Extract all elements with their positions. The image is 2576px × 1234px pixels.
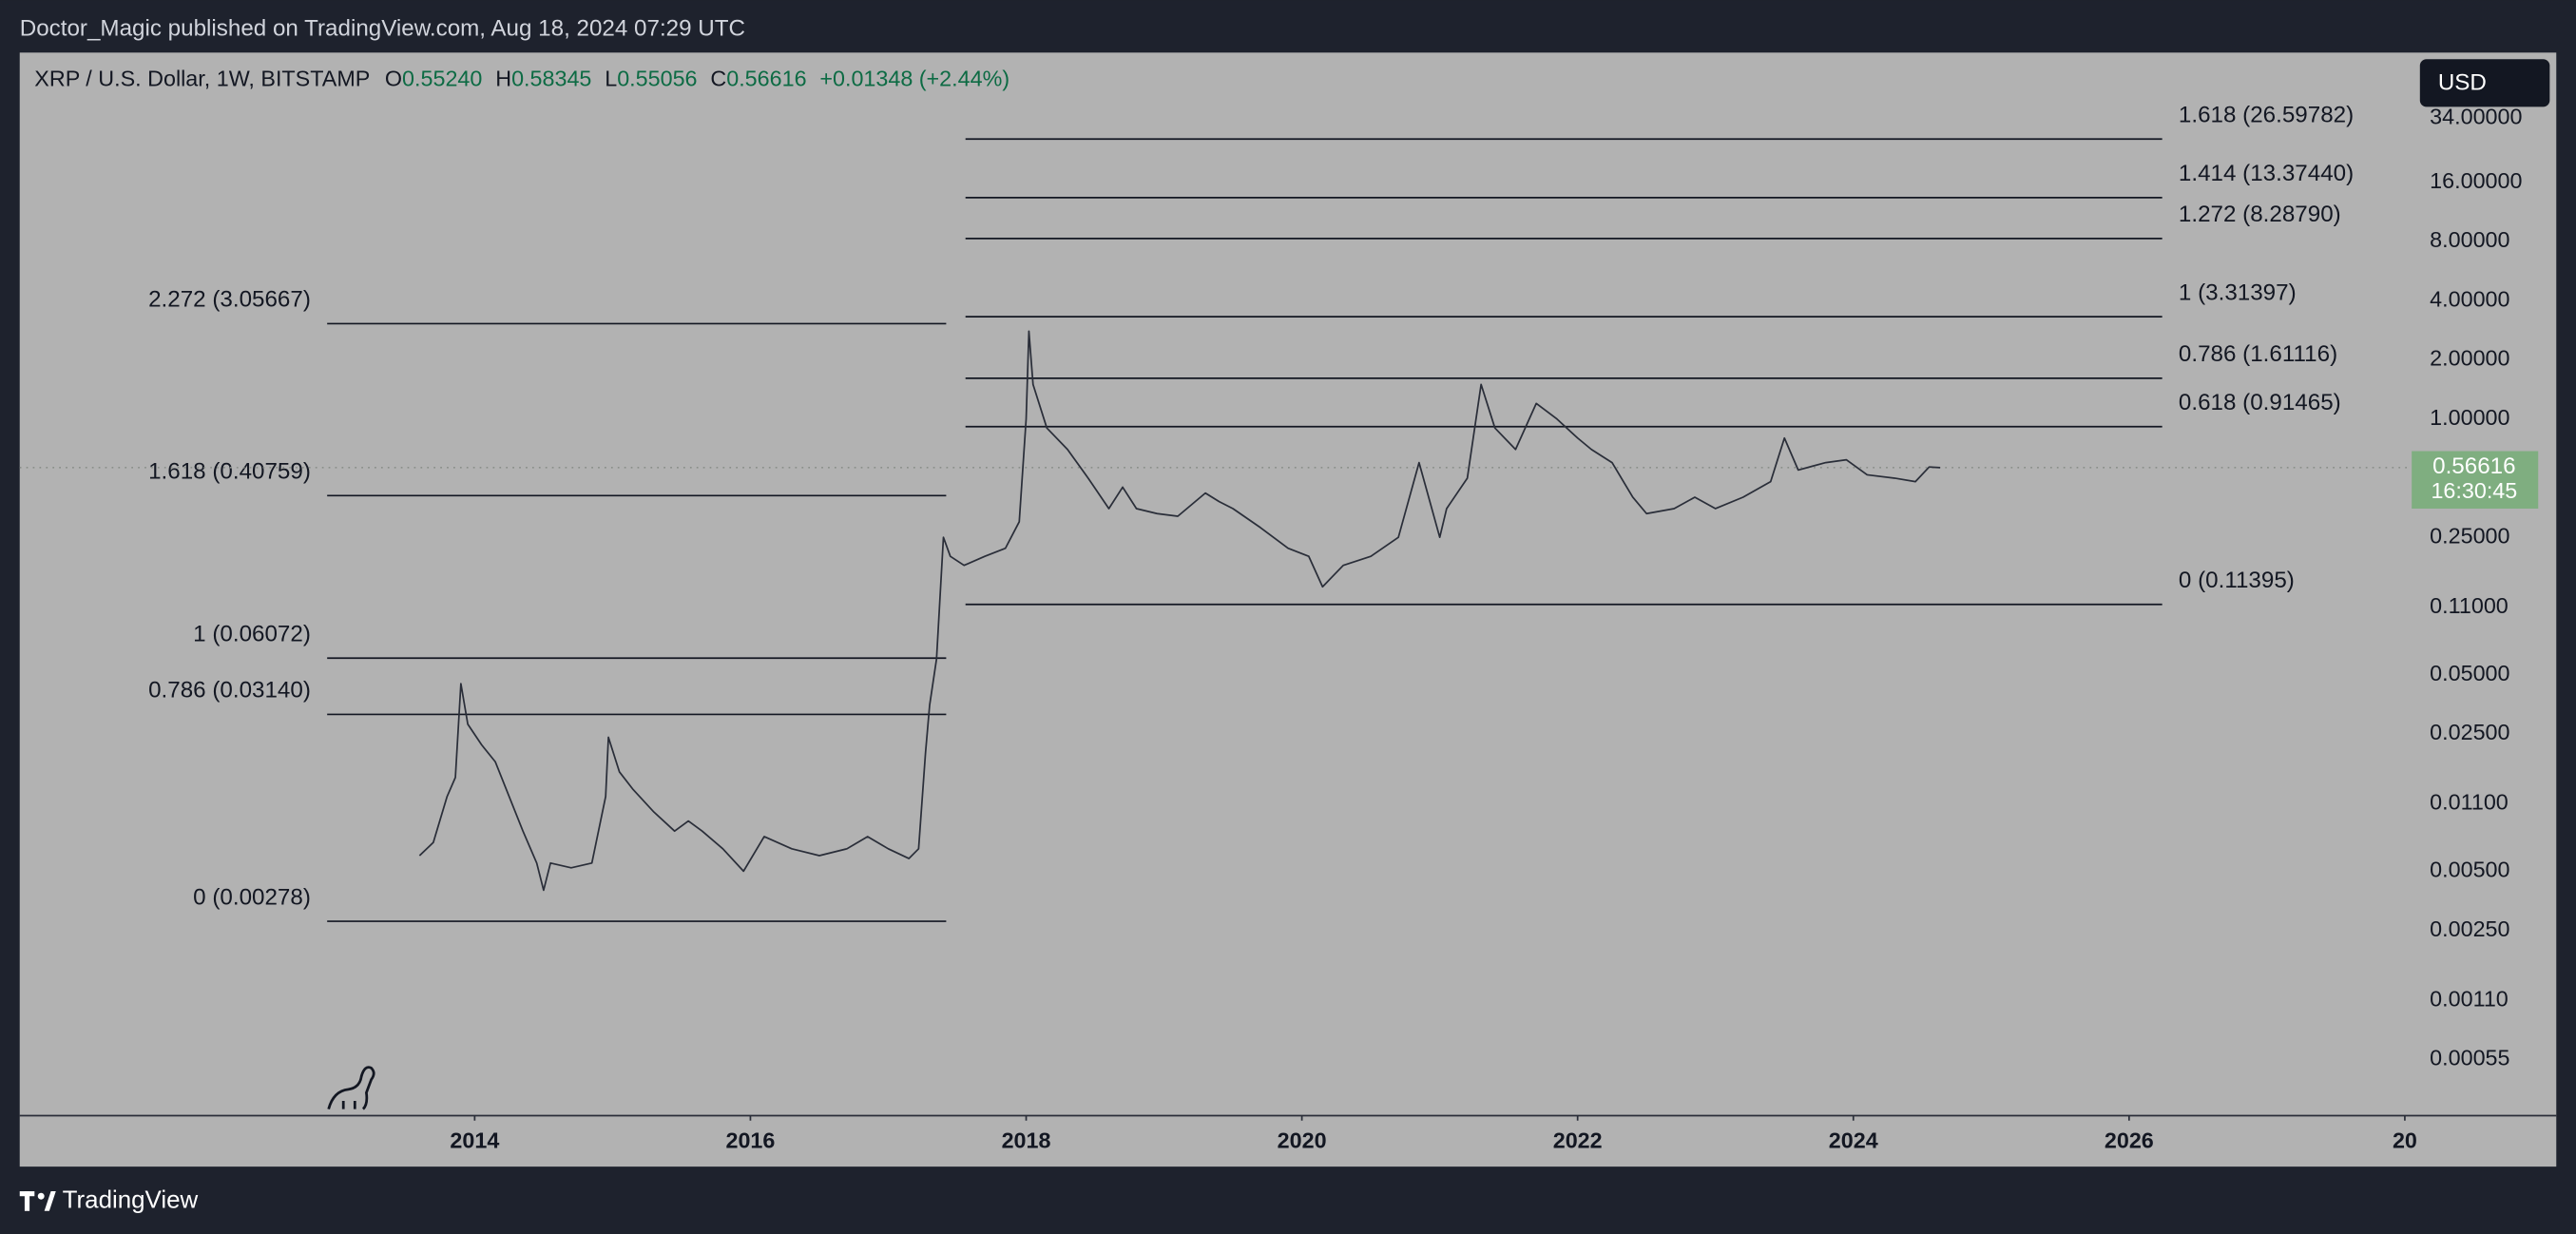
y-tick-label: 0.02500 bbox=[2430, 720, 2509, 744]
y-tick-label: 2.00000 bbox=[2430, 346, 2509, 371]
x-tick-label: 2026 bbox=[2105, 1128, 2154, 1152]
dino-icon bbox=[327, 1066, 375, 1110]
x-tick-label: 2018 bbox=[1002, 1128, 1051, 1152]
y-tick-label: 34.00000 bbox=[2430, 104, 2522, 128]
ohlc-key: C bbox=[710, 67, 726, 91]
ohlc-value: 0.56616 bbox=[726, 67, 806, 91]
fib-level-label: 0.786 (1.61116) bbox=[2179, 341, 2337, 367]
symbol-legend: XRP / U.S. Dollar, 1W, BITSTAMP O0.55240 H… bbox=[34, 67, 1009, 91]
y-tick-label: 1.00000 bbox=[2430, 405, 2509, 430]
y-tick-label: 0.01100 bbox=[2430, 790, 2509, 815]
countdown-label: 16:30:45 bbox=[2431, 478, 2517, 503]
last-price-label: 0.56616 bbox=[2432, 453, 2515, 479]
ohlc-value: 0.58345 bbox=[511, 67, 591, 91]
brand: TradingView bbox=[63, 1186, 199, 1213]
symbol-title: XRP / U.S. Dollar, 1W, BITSTAMP bbox=[34, 67, 370, 91]
fib-level-label: 1 (0.06072) bbox=[193, 621, 311, 646]
published-note: Doctor_Magic published on TradingView.co… bbox=[20, 16, 745, 42]
last-price-box bbox=[2412, 451, 2539, 510]
y-tick-label: 0.00110 bbox=[2430, 986, 2509, 1011]
x-tick-label: 2020 bbox=[1278, 1128, 1327, 1152]
fib-level-label: 1.272 (8.28790) bbox=[2179, 202, 2341, 227]
currency-button[interactable] bbox=[2419, 59, 2550, 107]
x-tick-label: 20 bbox=[2393, 1128, 2417, 1152]
y-tick-label: 0.05000 bbox=[2430, 661, 2509, 685]
fib-level-label: 0.618 (0.91465) bbox=[2179, 390, 2341, 415]
ohlc-value: 0.55240 bbox=[402, 67, 482, 91]
y-tick-label: 0.11000 bbox=[2430, 593, 2509, 618]
ohlc-key: L bbox=[605, 67, 617, 91]
ohlc-value: 0.55056 bbox=[617, 67, 697, 91]
y-tick-label: 4.00000 bbox=[2430, 286, 2509, 311]
fib-level-label: 1.414 (13.37440) bbox=[2179, 161, 2354, 186]
y-tick-label: 8.00000 bbox=[2430, 227, 2509, 252]
fib-level-label: 1.618 (0.40759) bbox=[148, 458, 311, 484]
change-value: +0.01348 (+2.44%) bbox=[819, 67, 1009, 91]
chart-pane bbox=[19, 52, 2557, 1167]
y-tick-label: 0.00055 bbox=[2430, 1046, 2509, 1070]
fib-level-label: 1 (3.31397) bbox=[2179, 280, 2297, 305]
tv-logo bbox=[19, 1191, 56, 1211]
fib-level-label: 0 (0.00278) bbox=[193, 884, 311, 910]
x-tick-label: 2022 bbox=[1553, 1128, 1603, 1152]
fib-level-label: 2.272 (3.05667) bbox=[148, 287, 311, 313]
currency-label[interactable]: USD bbox=[2438, 70, 2487, 96]
fib-level-label: 0 (0.11395) bbox=[2179, 568, 2295, 593]
price-line bbox=[418, 330, 1941, 892]
ohlc-key: H bbox=[495, 67, 511, 91]
x-tick-label: 2024 bbox=[1829, 1128, 1878, 1152]
fib-level-label: 0.786 (0.03140) bbox=[148, 678, 311, 704]
ohlc-key: O bbox=[385, 67, 402, 91]
fib-level-label: 1.618 (26.59782) bbox=[2179, 102, 2354, 127]
y-tick-label: 0.00250 bbox=[2430, 916, 2509, 941]
y-tick-label: 0.00500 bbox=[2430, 858, 2509, 882]
x-tick-label: 2014 bbox=[450, 1128, 499, 1152]
x-tick-label: 2016 bbox=[725, 1128, 775, 1152]
y-tick-label: 16.00000 bbox=[2430, 168, 2522, 193]
y-tick-label: 0.25000 bbox=[2430, 523, 2509, 548]
